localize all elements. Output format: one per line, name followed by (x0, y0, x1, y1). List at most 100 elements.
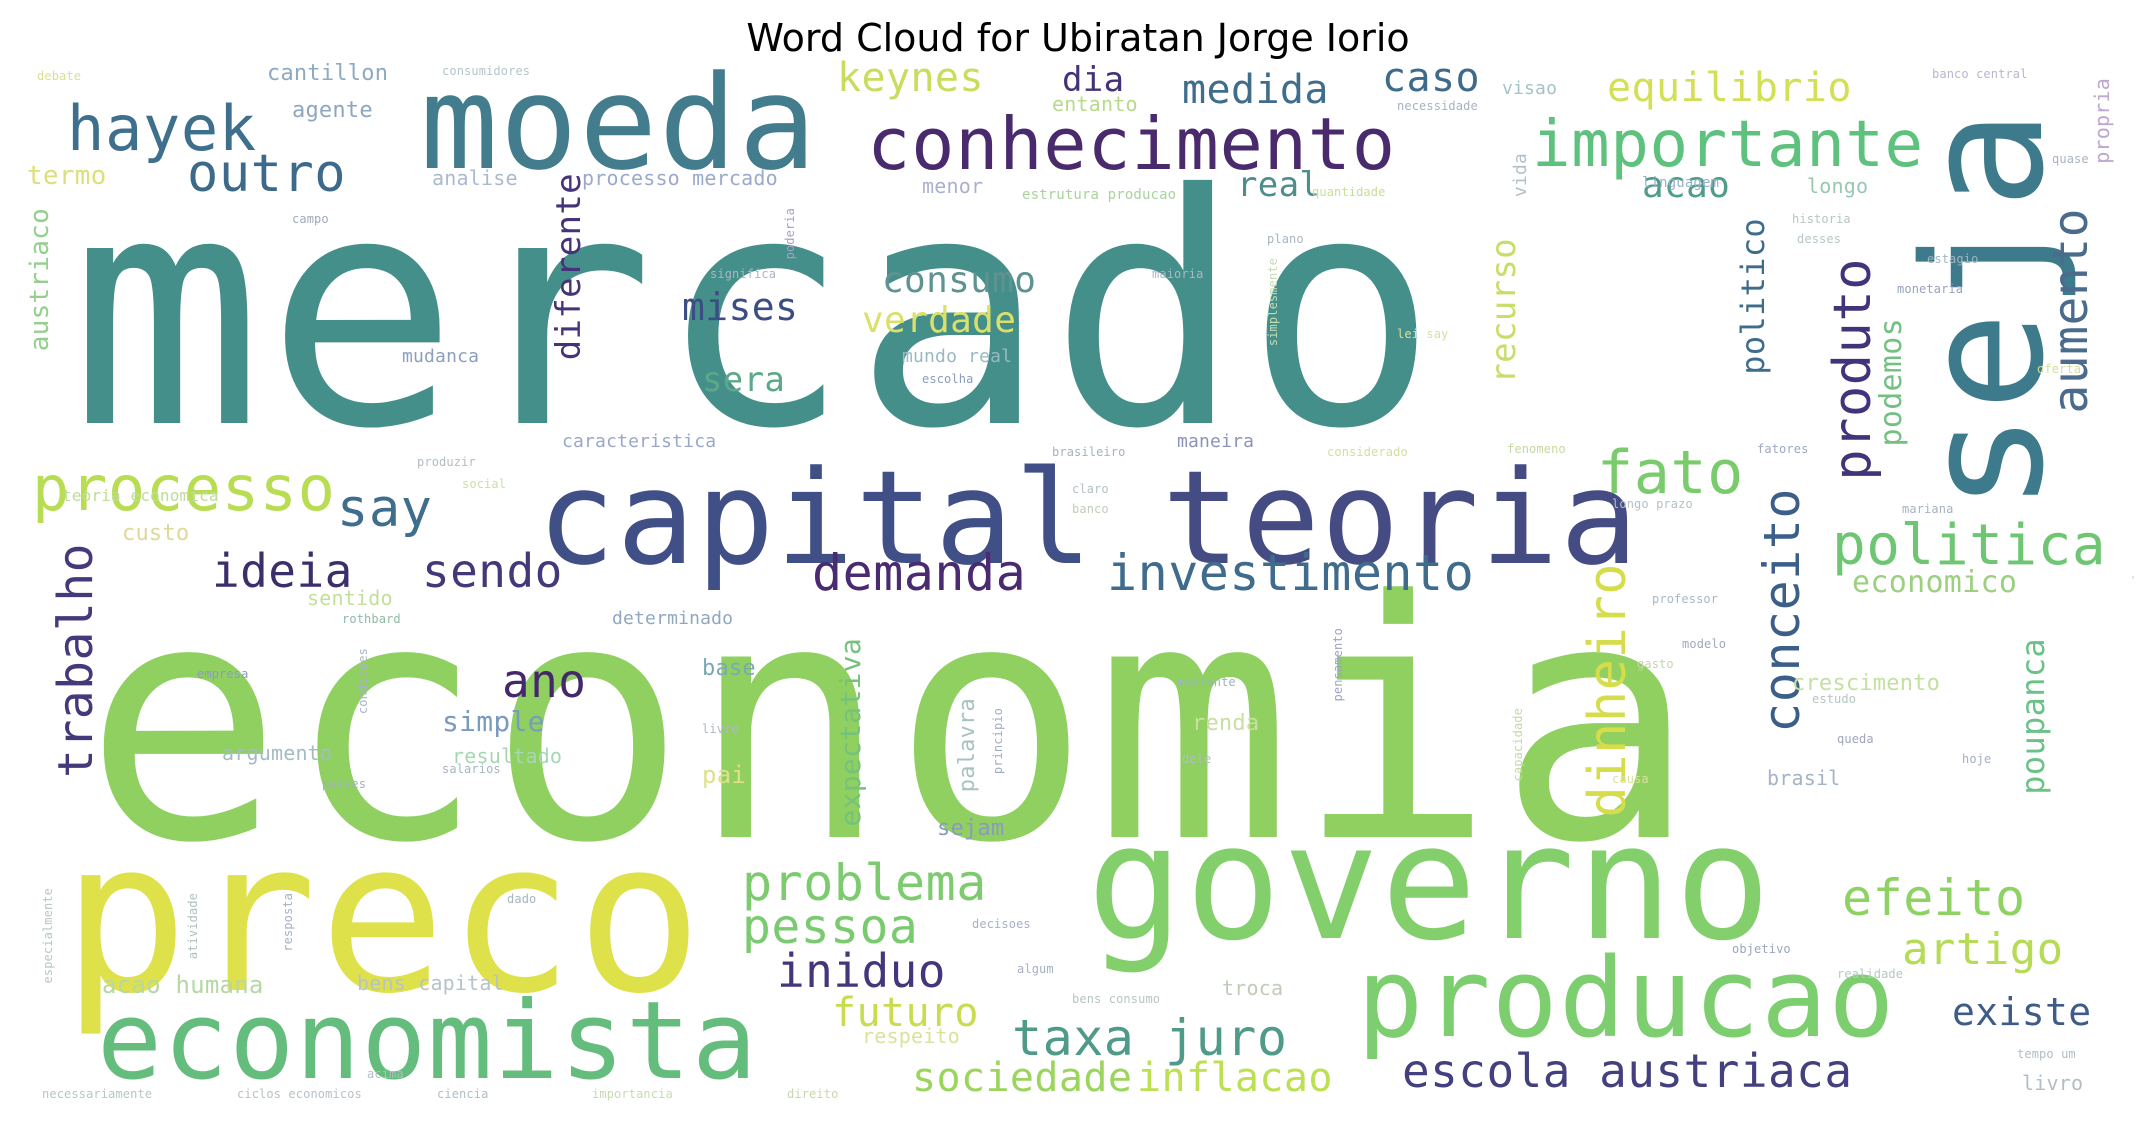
word: tempo um (2017, 1047, 2076, 1061)
word: medida (1182, 67, 1329, 113)
word: aumento (2043, 208, 2099, 414)
word: longo (1807, 174, 1869, 198)
word: equilibrio (1607, 65, 1852, 111)
word: modelo (1682, 637, 1727, 651)
word: renda (1192, 711, 1260, 736)
word: salarios (442, 762, 501, 776)
word: outro (187, 144, 347, 204)
word: palavra (955, 698, 980, 793)
word: condicoes (356, 648, 370, 715)
word: resultado (452, 744, 563, 768)
word: mises (682, 285, 799, 329)
word: maioria (1152, 267, 1204, 281)
word: artigo (1902, 924, 2064, 975)
word: dia (1062, 60, 1125, 100)
word: existe (1952, 990, 2092, 1034)
word: objetivo (1732, 942, 1791, 956)
word: escola austriaca (1402, 1044, 1853, 1098)
word: historia (1792, 212, 1851, 226)
word: iniduo (777, 944, 946, 998)
word: causa (1612, 772, 1649, 786)
word: inflacao (1137, 1055, 1333, 1101)
word: conhecimento (867, 102, 1396, 186)
word: poderia (783, 208, 797, 260)
word: fatores (1757, 442, 1809, 456)
word: trabalho (48, 543, 104, 779)
word: entanto (1052, 92, 1138, 116)
word: real (1237, 165, 1321, 205)
word: atividade (186, 893, 200, 960)
word: acao (1642, 165, 1731, 206)
word: mundo real (902, 346, 1013, 367)
word: oferta (2037, 362, 2082, 376)
word: simplesmente (1266, 258, 1280, 347)
word: considerado (1327, 445, 1408, 459)
word: acima (367, 1067, 404, 1081)
word: pensamento (1331, 628, 1345, 702)
word: hoje (1962, 752, 1992, 766)
word-cloud: mercado economia seja preco governo capi… (22, 58, 2134, 1116)
word: necessariamente (42, 1087, 153, 1101)
word: argumento (222, 741, 333, 765)
word: respeito (862, 1024, 960, 1048)
word: brasil (1767, 766, 1841, 790)
word: efeito (1842, 869, 2026, 927)
word: escolha (922, 372, 974, 386)
word: acao humana (102, 971, 264, 999)
word: troca (1222, 976, 1284, 1000)
word: custo (122, 521, 190, 546)
word: fenomeno (1507, 442, 1566, 456)
word: say (337, 479, 433, 539)
word: campo (292, 212, 329, 226)
word: livre (702, 722, 739, 736)
word: algum (1017, 962, 1054, 976)
word: importante (1532, 108, 1924, 182)
word: quantidade (1312, 185, 1386, 199)
word: banco central (1932, 67, 2028, 81)
word: politica (1832, 513, 2107, 578)
word: mudanca (402, 346, 480, 367)
word: social (462, 477, 507, 491)
word: processo (32, 452, 336, 525)
word: ano (502, 654, 587, 708)
word: necessidade (1397, 99, 1478, 113)
word: menor (922, 174, 984, 198)
word: ciencia (437, 1087, 489, 1101)
word: recurso (1484, 238, 1524, 384)
word: maneira (1177, 431, 1255, 452)
word: capacidade (1511, 708, 1525, 782)
word: importancia (592, 1087, 673, 1101)
word: ideia (212, 544, 353, 598)
word: hayek (67, 92, 257, 165)
word: rothbard (342, 612, 401, 626)
word: principio (991, 708, 1005, 775)
word: conceito (1753, 488, 1811, 733)
word: capital (537, 442, 1094, 594)
word: quase (2052, 152, 2089, 166)
word: consumidores (442, 64, 531, 78)
word: linguagem (1642, 175, 1720, 191)
word: professor (1652, 592, 1719, 606)
word: verdade (862, 300, 1017, 341)
word: governo (1087, 789, 1773, 976)
word: ciclos economicos (237, 1087, 362, 1101)
word: queda (1837, 732, 1874, 746)
word: produzir (417, 455, 476, 469)
word: sejam (937, 816, 1005, 841)
word: moeda (420, 58, 818, 199)
word: producao (1357, 934, 1896, 1062)
word: realidade (1837, 967, 1904, 981)
word: caso (1382, 58, 1480, 101)
word: futuro (832, 990, 979, 1036)
word: livro (2022, 1071, 2084, 1095)
word: debate (37, 69, 82, 83)
word: dele (1182, 752, 1212, 766)
word: sendo (422, 544, 563, 598)
word: politico (1734, 218, 1772, 375)
word: vida (1510, 153, 1531, 198)
word: taxa juro (1012, 1009, 1288, 1067)
word: propria (2090, 78, 2114, 164)
word: poupanca (2014, 638, 2052, 795)
word: economia (84, 531, 1700, 915)
word: resposta (281, 893, 295, 952)
